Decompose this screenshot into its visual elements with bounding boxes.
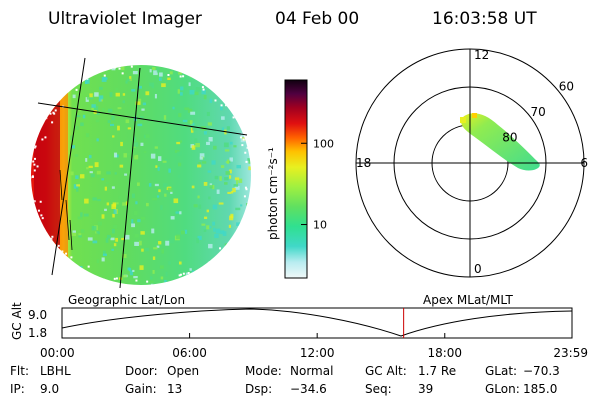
mlt-label: 12: [474, 48, 489, 62]
oval-fragment: [460, 117, 466, 123]
polar-caption: Apex MLat/MLT: [423, 293, 513, 307]
footer-value: 185.0: [523, 382, 557, 396]
colorbar-ticks: 100 10: [301, 137, 334, 232]
altitude-ylabel: GC Alt: [10, 302, 24, 340]
footer-key: Gain:: [125, 382, 157, 396]
time-tick-label: 23:59: [553, 346, 588, 360]
globe-grid: [37, 57, 248, 289]
footer-value: 13: [167, 382, 182, 396]
footer-key: IP:: [10, 382, 25, 396]
footer-key: Door:: [125, 364, 158, 378]
time-tick-label: 18:00: [427, 346, 462, 360]
footer-value: Normal: [290, 364, 333, 378]
altitude-ytick-bottom: 1.8: [28, 326, 47, 340]
globe-image: [31, 65, 251, 285]
footer-info: Flt: LBHL Door: Open Mode: Normal GC Alt: 1.7 R…: [10, 364, 560, 396]
time-tick-label: 06:00: [172, 346, 207, 360]
altitude-curve: [61, 308, 573, 337]
footer-key: Seq:: [365, 382, 392, 396]
mlat-label: 80: [502, 131, 517, 145]
header-time: 16:03:58 UT: [432, 9, 537, 29]
footer-value: Open: [167, 364, 199, 378]
mlat-label: 60: [559, 80, 574, 94]
footer-key: Dsp:: [245, 382, 272, 396]
mlt-label: 0: [474, 262, 482, 276]
header-date: 04 Feb 00: [275, 9, 359, 29]
footer-value: −34.6: [290, 382, 327, 396]
time-tick-label: 00:00: [40, 346, 75, 360]
colorbar-tick-label: 10: [313, 219, 327, 232]
footer-key: Flt:: [10, 364, 29, 378]
footer-value: LBHL: [40, 364, 71, 378]
colorbar-tick-label: 100: [313, 137, 334, 150]
time-tick-label: 12:00: [300, 346, 335, 360]
oval-fragment: [472, 113, 477, 118]
altitude-strip: GC Alt 9.0 1.8 00:00 06:00 12:00 18:00 23:59: [10, 302, 588, 360]
altitude-ytick-top: 9.0: [28, 308, 47, 322]
mlat-label: 70: [530, 105, 545, 119]
footer-value: 1.7 Re: [418, 364, 456, 378]
mlt-label: 6: [580, 156, 588, 170]
footer-key: GC Alt:: [365, 364, 407, 378]
footer-key: GLat:: [485, 364, 517, 378]
instrument-title: Ultraviolet Imager: [48, 9, 202, 29]
footer-value: 9.0: [40, 382, 59, 396]
footer-key: GLon:: [485, 382, 520, 396]
footer-value: 39: [418, 382, 433, 396]
mlt-label: 18: [356, 156, 371, 170]
globe-caption: Geographic Lat/Lon: [68, 293, 185, 307]
colorbar-unit-label: photon cm⁻²s⁻¹: [266, 147, 280, 240]
footer-value: −70.3: [523, 364, 560, 378]
auroral-oval: [461, 113, 540, 171]
colorbar: [284, 79, 308, 279]
footer-key: Mode:: [245, 364, 282, 378]
